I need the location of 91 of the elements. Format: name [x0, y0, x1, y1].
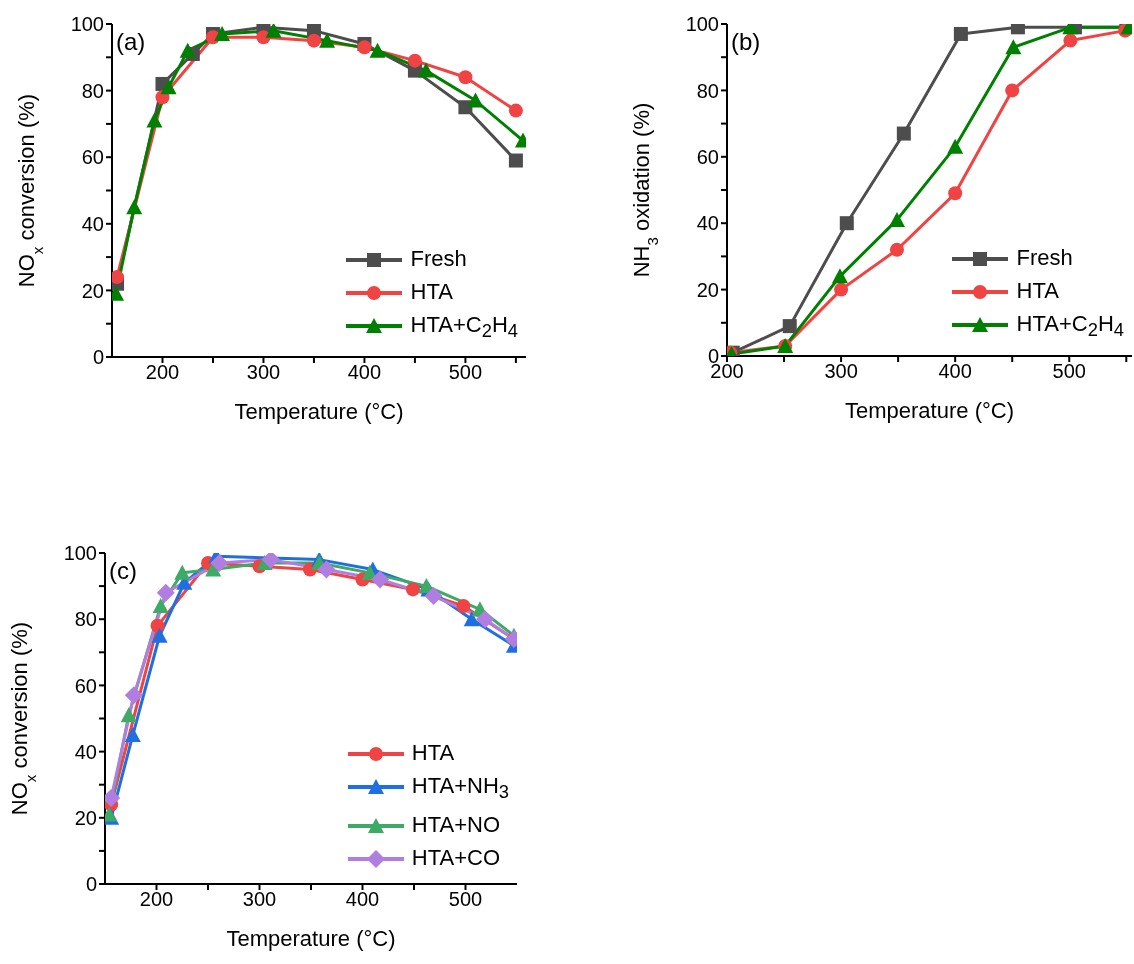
- legend-label: HTA+NH$_{3}$: [411, 772, 509, 802]
- y-tick-label: 40: [81, 212, 104, 235]
- point: [174, 564, 191, 580]
- point: [160, 79, 177, 95]
- point: [463, 611, 480, 627]
- point: [357, 40, 372, 55]
- point: [508, 153, 523, 168]
- annotation: (b): [731, 28, 761, 55]
- y-tick-label: 20: [74, 806, 97, 829]
- point: [476, 610, 495, 629]
- annotation: (a): [116, 28, 146, 55]
- legend-label: Fresh: [1016, 244, 1073, 270]
- point: [112, 270, 125, 285]
- point: [888, 211, 905, 227]
- legend-label: HTA: [411, 739, 455, 765]
- point: [210, 553, 229, 572]
- point: [424, 587, 443, 606]
- x-axis-title: Temperature (°C): [234, 399, 404, 424]
- point: [179, 42, 196, 58]
- x-tick-label: 300: [824, 360, 858, 383]
- y-tick-label: 60: [696, 145, 719, 168]
- legend-label: HTA+CO: [411, 845, 501, 870]
- point: [214, 25, 231, 41]
- point: [371, 570, 390, 589]
- point: [834, 282, 849, 297]
- x-axis-title: Temperature (°C): [226, 926, 396, 951]
- y-tick-label: 100: [70, 13, 104, 36]
- x-tick-label: 400: [347, 361, 382, 384]
- y-tick-label: 40: [696, 212, 719, 235]
- y-tick-label: 40: [74, 740, 97, 763]
- point: [265, 24, 282, 38]
- point: [151, 627, 168, 643]
- point: [306, 33, 321, 48]
- point: [126, 199, 143, 215]
- legend-label: HTA+C$_{2}$H$_{4}$: [410, 311, 518, 341]
- y-tick-label: 100: [63, 542, 97, 565]
- legend-label: Fresh: [410, 245, 467, 271]
- x-tick-label: 300: [246, 361, 281, 384]
- y-tick-label: 100: [685, 13, 719, 36]
- point: [124, 686, 143, 705]
- x-tick-label: 500: [1052, 360, 1086, 383]
- y-tick-label: 80: [696, 79, 719, 102]
- y-tick-label: 60: [81, 146, 104, 169]
- x-tick-label: 200: [139, 888, 174, 911]
- point: [839, 216, 854, 231]
- point: [831, 268, 848, 284]
- point: [124, 727, 141, 743]
- x-tick-label: 500: [448, 888, 483, 911]
- point: [418, 62, 435, 78]
- point: [319, 32, 336, 48]
- y-tick-label: 0: [92, 346, 104, 369]
- point: [508, 103, 523, 118]
- point: [896, 126, 911, 141]
- legend-label: HTA+C$_{2}$H$_{4}$: [1016, 310, 1124, 340]
- point: [953, 26, 968, 41]
- point: [1005, 39, 1022, 55]
- y-tick-label: 0: [85, 873, 97, 896]
- x-axis-title: Temperature (°C): [845, 398, 1014, 423]
- point: [156, 583, 175, 602]
- point: [1063, 33, 1078, 48]
- x-tick-label: 400: [345, 888, 380, 911]
- point: [120, 707, 137, 723]
- point: [458, 70, 473, 85]
- legend-label: HTA: [1016, 277, 1059, 303]
- point: [152, 597, 169, 613]
- y-tick-label: 80: [74, 608, 97, 631]
- point: [782, 319, 797, 334]
- y-tick-label: 80: [81, 79, 104, 102]
- point: [948, 186, 963, 201]
- point: [889, 242, 904, 257]
- y-tick-label: 20: [81, 279, 104, 302]
- legend-label: HTA+NO: [411, 812, 501, 837]
- point: [456, 598, 471, 613]
- point: [150, 618, 165, 633]
- x-tick-label: 500: [448, 361, 483, 384]
- point: [407, 53, 422, 68]
- point: [317, 560, 336, 579]
- y-tick-label: 60: [74, 674, 97, 697]
- point: [369, 42, 386, 58]
- x-tick-label: 300: [242, 888, 277, 911]
- point: [146, 112, 163, 128]
- x-tick-label: 200: [145, 361, 180, 384]
- point: [405, 582, 420, 597]
- annotation: (c): [109, 557, 137, 584]
- legend-label: HTA: [410, 278, 453, 304]
- y-tick-label: 20: [696, 278, 719, 301]
- point: [1005, 83, 1020, 98]
- x-tick-label: 400: [938, 360, 972, 383]
- point: [947, 138, 964, 154]
- point: [467, 92, 484, 108]
- point: [261, 553, 280, 569]
